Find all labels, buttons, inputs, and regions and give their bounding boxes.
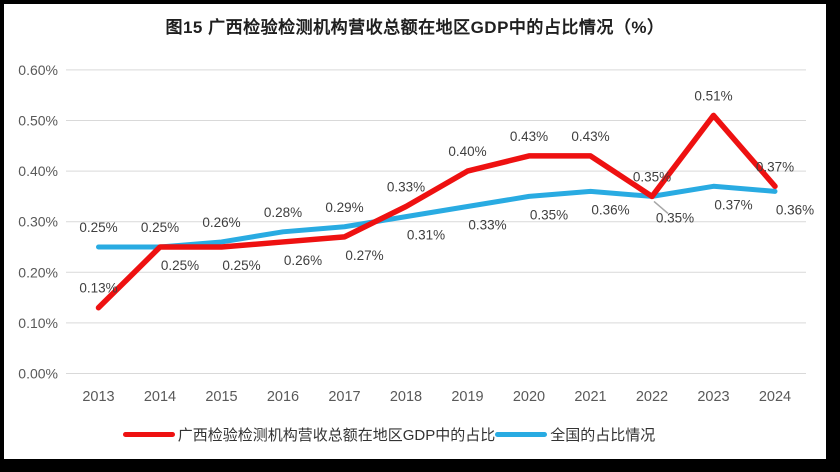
data-label: 0.33%	[468, 218, 506, 233]
legend-item-1: 全国的占比情况	[495, 424, 655, 445]
data-label: 0.37%	[756, 159, 794, 174]
label-leader-line	[653, 200, 669, 214]
x-axis-tick-label: 2024	[759, 389, 791, 405]
data-label: 0.25%	[161, 258, 199, 273]
y-axis-tick-label: 0.30%	[18, 214, 58, 230]
data-label: 0.25%	[222, 258, 260, 273]
data-label: 0.28%	[264, 205, 302, 220]
y-axis-tick-label: 0.20%	[18, 264, 58, 280]
data-label: 0.26%	[202, 215, 240, 230]
data-label: 0.37%	[714, 197, 752, 212]
data-label: 0.51%	[694, 88, 732, 103]
y-axis-tick-label: 0.40%	[18, 163, 58, 179]
data-label: 0.25%	[141, 220, 179, 235]
x-axis-tick-label: 2019	[451, 389, 483, 405]
legend-marker-1	[495, 432, 548, 437]
legend-item-0: 广西检验检测机构营收总额在地区GDP中的占比	[122, 424, 496, 445]
x-axis-tick-label: 2013	[82, 389, 114, 405]
data-label: 0.40%	[448, 144, 486, 159]
y-axis-tick-label: 0.00%	[18, 366, 58, 382]
y-axis-tick-label: 0.60%	[18, 62, 58, 78]
x-axis-tick-label: 2023	[697, 389, 729, 405]
chart-title: 图15 广西检验检测机构营收总额在地区GDP中的占比情况（%）	[165, 18, 665, 37]
data-label: 0.35%	[656, 210, 694, 225]
x-axis-tick-label: 2020	[513, 389, 545, 405]
line-chart: 0.00% 0.10% 0.20% 0.30% 0.40% 0.50% 0.60% 2013 2…	[18, 62, 814, 405]
x-axis-tick-label: 2015	[205, 389, 237, 405]
x-axis-tick-label: 2014	[144, 389, 176, 405]
data-label: 0.36%	[776, 202, 814, 217]
data-label: 0.43%	[510, 129, 548, 144]
data-label: 0.33%	[387, 180, 425, 195]
x-axis-tick-label: 2022	[636, 389, 668, 405]
data-label: 0.29%	[325, 200, 363, 215]
data-label: 0.27%	[345, 248, 383, 263]
x-axis-tick-label: 2021	[574, 389, 606, 405]
data-label: 0.31%	[407, 228, 445, 243]
series-line-1	[96, 183, 778, 250]
data-label: 0.35%	[530, 207, 568, 222]
x-axis-tick-label: 2017	[328, 389, 360, 405]
legend-marker-0	[122, 432, 175, 437]
data-label: 0.25%	[79, 220, 117, 235]
chart-legend: 广西检验检测机构营收总额在地区GDP中的占比 全国的占比情况	[0, 424, 800, 445]
series-line-0	[95, 112, 778, 311]
data-label: 0.43%	[571, 129, 609, 144]
y-axis-tick-label: 0.50%	[18, 113, 58, 129]
data-label: 0.35%	[633, 169, 671, 184]
legend-label-0: 广西检验检测机构营收总额在地区GDP中的占比	[177, 427, 496, 444]
x-axis-tick-label: 2018	[390, 389, 422, 405]
y-axis-tick-label: 0.10%	[18, 315, 58, 331]
data-label: 0.13%	[79, 281, 117, 296]
data-label: 0.26%	[284, 253, 322, 268]
data-label: 0.36%	[591, 202, 629, 217]
chart-canvas: 图15 广西检验检测机构营收总额在地区GDP中的占比情况（%） 0.00% 0.1…	[4, 4, 826, 459]
x-axis-tick-label: 2016	[267, 389, 299, 405]
legend-label-1: 全国的占比情况	[550, 427, 656, 444]
